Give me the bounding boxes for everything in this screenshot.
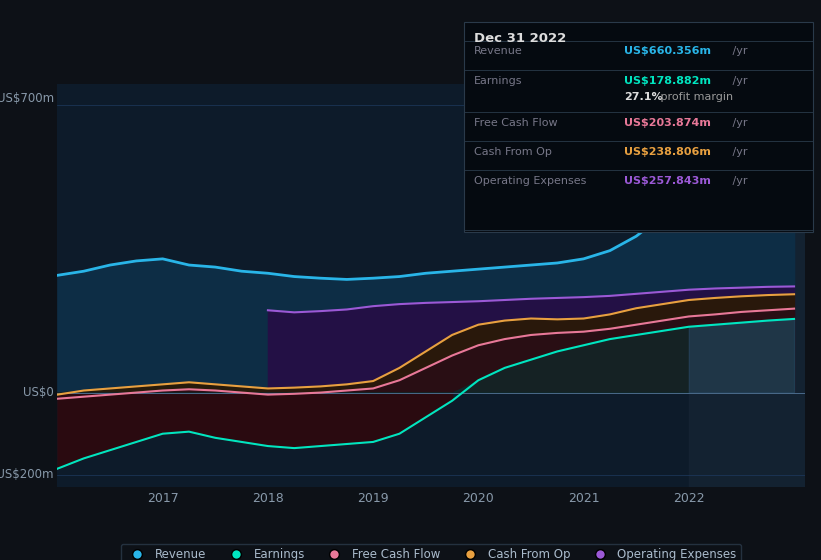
Text: Dec 31 2022: Dec 31 2022 [474,32,566,45]
Text: Cash From Op: Cash From Op [474,147,552,157]
Text: US$257.843m: US$257.843m [624,176,711,186]
Text: /yr: /yr [729,118,748,128]
Bar [689,84,805,487]
Text: /yr: /yr [729,176,748,186]
Text: /yr: /yr [729,76,748,86]
Text: 27.1%: 27.1% [624,92,663,102]
Text: Revenue: Revenue [474,46,522,57]
Legend: Revenue, Earnings, Free Cash Flow, Cash From Op, Operating Expenses: Revenue, Earnings, Free Cash Flow, Cash … [121,544,741,560]
Text: Free Cash Flow: Free Cash Flow [474,118,557,128]
Text: US$700m: US$700m [0,92,53,105]
Text: US$203.874m: US$203.874m [624,118,711,128]
Text: profit margin: profit margin [657,92,733,102]
Text: US$660.356m: US$660.356m [624,46,711,57]
Text: US$238.806m: US$238.806m [624,147,711,157]
Text: /yr: /yr [729,147,748,157]
Text: US$0: US$0 [23,386,53,399]
Text: Operating Expenses: Operating Expenses [474,176,586,186]
Text: /yr: /yr [729,46,748,57]
Text: US$178.882m: US$178.882m [624,76,711,86]
Text: Earnings: Earnings [474,76,522,86]
Text: -US$200m: -US$200m [0,468,53,482]
